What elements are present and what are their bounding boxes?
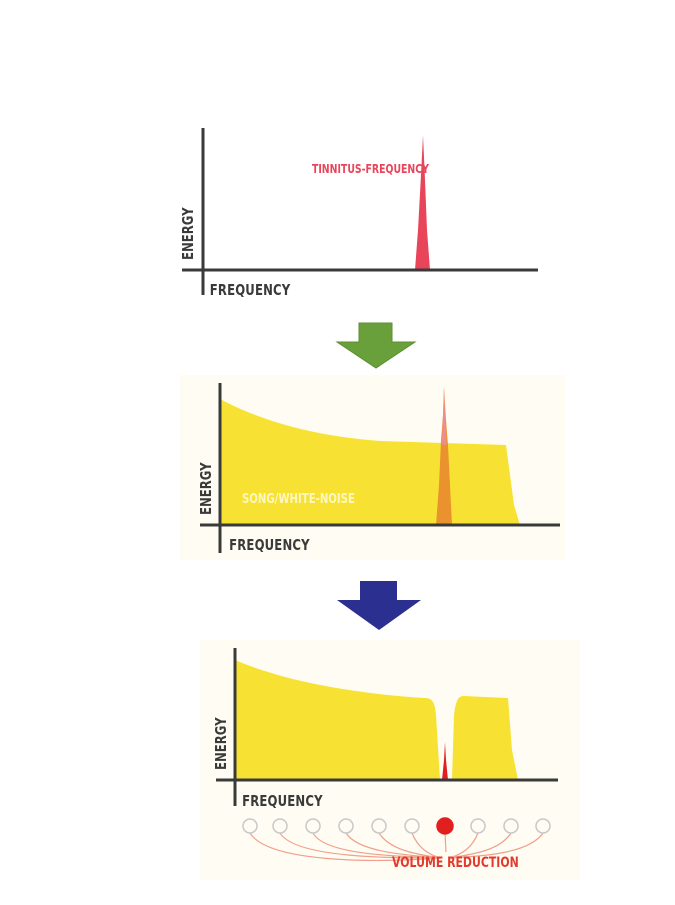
noise-spectrum-diagram: ENERGY FREQUENCY SONG/WHITE-NOISE xyxy=(180,375,565,560)
filter-nodes xyxy=(242,817,551,835)
noise-band-left xyxy=(235,660,440,780)
y-axis-label: ENERGY xyxy=(199,462,216,515)
tinnitus-frequency-label: TINNITUS-FREQUENCY xyxy=(312,162,429,176)
filter-node-active xyxy=(436,817,454,835)
tinnitus-peak xyxy=(415,135,430,270)
x-axis-label: FREQUENCY xyxy=(242,794,323,811)
y-axis-label: ENERGY xyxy=(214,717,231,770)
filter-node xyxy=(305,818,321,834)
noise-band-right xyxy=(452,696,518,780)
filter-node xyxy=(470,818,486,834)
filter-node xyxy=(242,818,258,834)
song-white-noise-label: SONG/WHITE-NOISE xyxy=(242,491,355,507)
filter-node xyxy=(272,818,288,834)
filter-node xyxy=(535,818,551,834)
filter-node xyxy=(338,818,354,834)
volume-reduction-connectors xyxy=(249,832,544,862)
down-arrow-green-icon xyxy=(335,322,417,369)
tinnitus-peak-overlap xyxy=(436,387,452,525)
notched-noise-diagram: ENERGY FREQUENCY VOLUME REDUCTION xyxy=(200,640,580,880)
tinnitus-spectrum-diagram: ENERGY FREQUENCY TINNITUS-FREQUENCY xyxy=(181,128,538,300)
x-axis-label: FREQUENCY xyxy=(210,283,291,300)
filter-node xyxy=(371,818,387,834)
filter-node xyxy=(503,818,519,834)
down-arrow-blue-icon xyxy=(337,581,421,630)
volume-reduction-label: VOLUME REDUCTION xyxy=(392,854,519,871)
x-axis-label: FREQUENCY xyxy=(229,538,310,555)
attenuated-tinnitus-peak xyxy=(442,742,448,780)
y-axis-label: ENERGY xyxy=(181,207,198,260)
filter-node xyxy=(404,818,420,834)
